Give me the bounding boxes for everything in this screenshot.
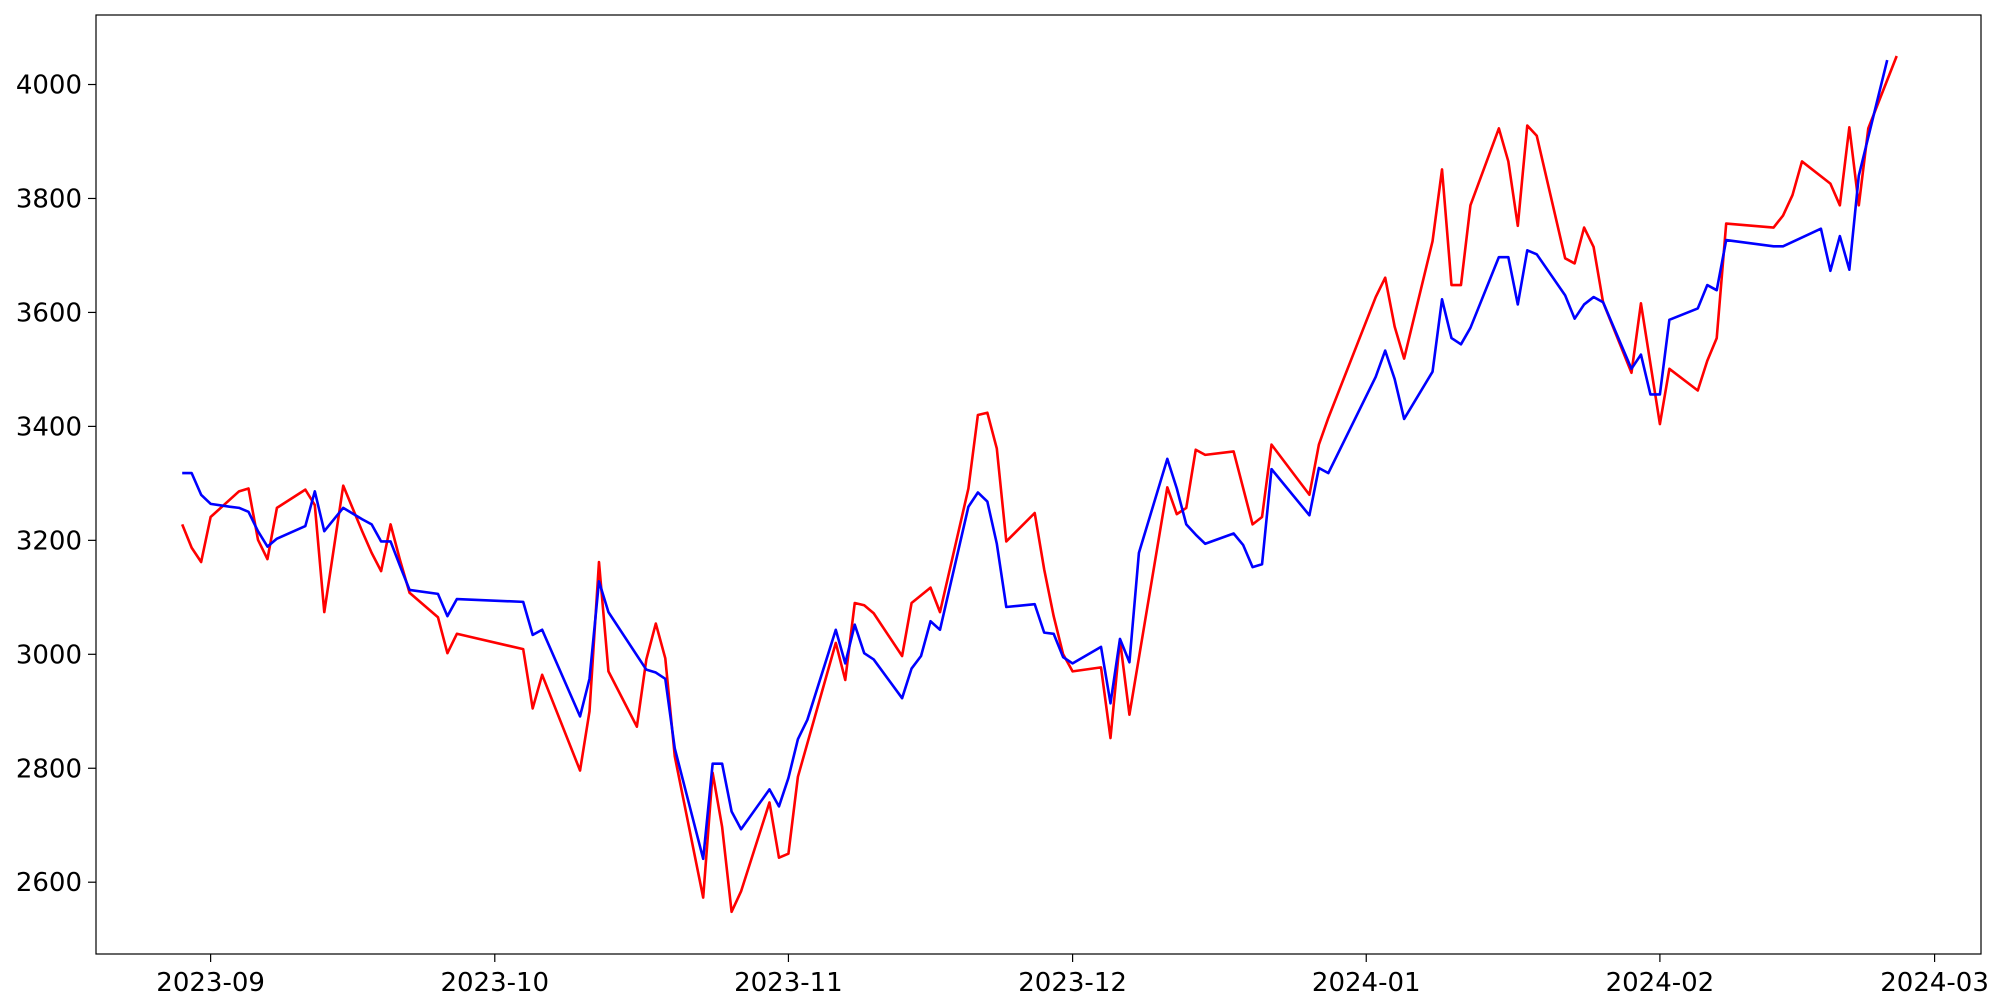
series-line [180,55,1898,914]
y-tick-label: 3800 [16,184,82,214]
x-tick-label: 2023-10 [440,968,549,998]
plot-frame [95,14,1982,955]
y-tick-label: 3200 [16,526,82,556]
x-tick-label: 2024-03 [1880,968,1989,998]
y-tick-label: 2600 [16,868,82,898]
y-tick-label: 3400 [16,412,82,442]
y-tick-label: 3000 [16,640,82,670]
x-tick-label: 2023-12 [1018,968,1127,998]
x-tick-label: 2023-09 [156,968,265,998]
x-tick-label: 2024-02 [1606,968,1715,998]
x-tick-label: 2023-11 [734,968,843,998]
y-tick-label: 3600 [16,298,82,328]
y-tick-label: 2800 [16,754,82,784]
y-tick-label: 4000 [16,71,82,101]
series-line [182,59,1889,861]
x-tick-label: 2024-01 [1312,968,1421,998]
